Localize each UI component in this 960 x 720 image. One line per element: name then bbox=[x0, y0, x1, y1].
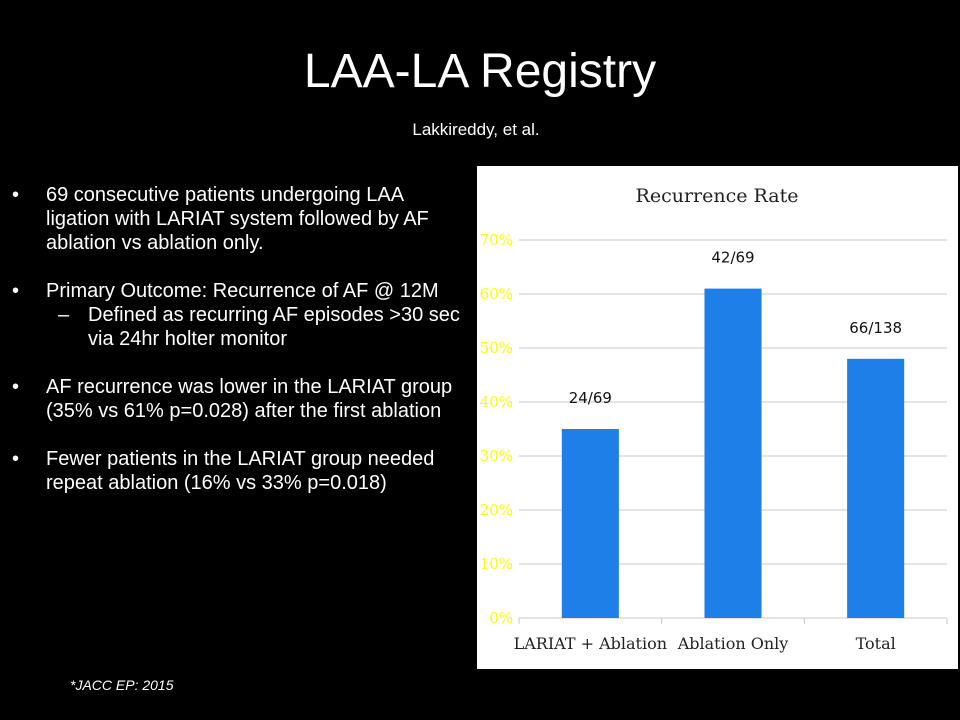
y-tick-label: 60% bbox=[480, 285, 513, 303]
sub-bullet-mark: – bbox=[58, 304, 70, 326]
y-tick-label: 30% bbox=[480, 447, 513, 465]
sub-bullet-list: – Defined as recurring AF episodes >30 s… bbox=[46, 303, 462, 351]
bullet-text: 69 consecutive patients undergoing LAA l… bbox=[46, 184, 429, 254]
slide-subtitle: Lakkireddy, et al. bbox=[412, 120, 540, 139]
x-tick-label: LARIAT + Ablation bbox=[514, 634, 667, 653]
bar bbox=[704, 288, 762, 618]
y-tick-label: 20% bbox=[480, 501, 513, 519]
slide-title: LAA-LA Registry bbox=[303, 45, 657, 98]
bullet-item: • 69 consecutive patients undergoing LAA… bbox=[12, 183, 462, 255]
recurrence-rate-chart: Recurrence Rate 0%10%20%30%40%50%60%70% … bbox=[480, 185, 948, 653]
bullet-list: • 69 consecutive patients undergoing LAA… bbox=[12, 183, 462, 519]
y-tick-label: 40% bbox=[480, 393, 513, 411]
x-tick-label: Total bbox=[856, 634, 896, 653]
y-tick-label: 0% bbox=[489, 609, 513, 627]
x-tick-label: Ablation Only bbox=[677, 634, 789, 653]
x-axis-ticks: LARIAT + Ablation Ablation Only Total bbox=[514, 618, 948, 653]
data-label: 24/69 bbox=[569, 389, 612, 407]
bullet-item: • AF recurrence was lower in the LARIAT … bbox=[12, 375, 462, 423]
data-labels: 24/69 42/69 66/138 bbox=[569, 249, 902, 407]
bullet-mark: • bbox=[12, 376, 20, 398]
sub-bullet-item: – Defined as recurring AF episodes >30 s… bbox=[46, 303, 462, 351]
sub-bullet-text: Defined as recurring AF episodes >30 sec… bbox=[88, 304, 460, 350]
chart-panel: Recurrence Rate 0% 10% 20% 30% 40% 50% 60% 70% … bbox=[477, 166, 958, 669]
y-axis-ticks: 0% 10% 20% 30% 40% 50% 60% 70% bbox=[480, 231, 513, 627]
bullet-text: Fewer patients in the LARIAT group neede… bbox=[46, 448, 435, 494]
data-label: 66/138 bbox=[849, 319, 902, 337]
footnote: *JACC EP: 2015 bbox=[70, 677, 174, 693]
bullet-text: Primary Outcome: Recurrence of AF @ 12M bbox=[46, 280, 439, 302]
data-label: 42/69 bbox=[711, 249, 754, 267]
y-tick-label: 70% bbox=[480, 231, 513, 249]
bullet-item: • Primary Outcome: Recurrence of AF @ 12… bbox=[12, 279, 462, 351]
y-tick-label: 10% bbox=[480, 555, 513, 573]
bullet-mark: • bbox=[12, 280, 20, 302]
bars bbox=[561, 288, 905, 618]
bullet-text: AF recurrence was lower in the LARIAT gr… bbox=[46, 376, 453, 422]
bullet-item: • Fewer patients in the LARIAT group nee… bbox=[12, 447, 462, 495]
bullet-mark: • bbox=[12, 448, 20, 470]
bullet-mark: • bbox=[12, 184, 20, 206]
bar bbox=[847, 358, 905, 618]
chart-title: Recurrence Rate bbox=[636, 185, 799, 207]
bar bbox=[561, 429, 619, 618]
y-tick-label: 50% bbox=[480, 339, 513, 357]
